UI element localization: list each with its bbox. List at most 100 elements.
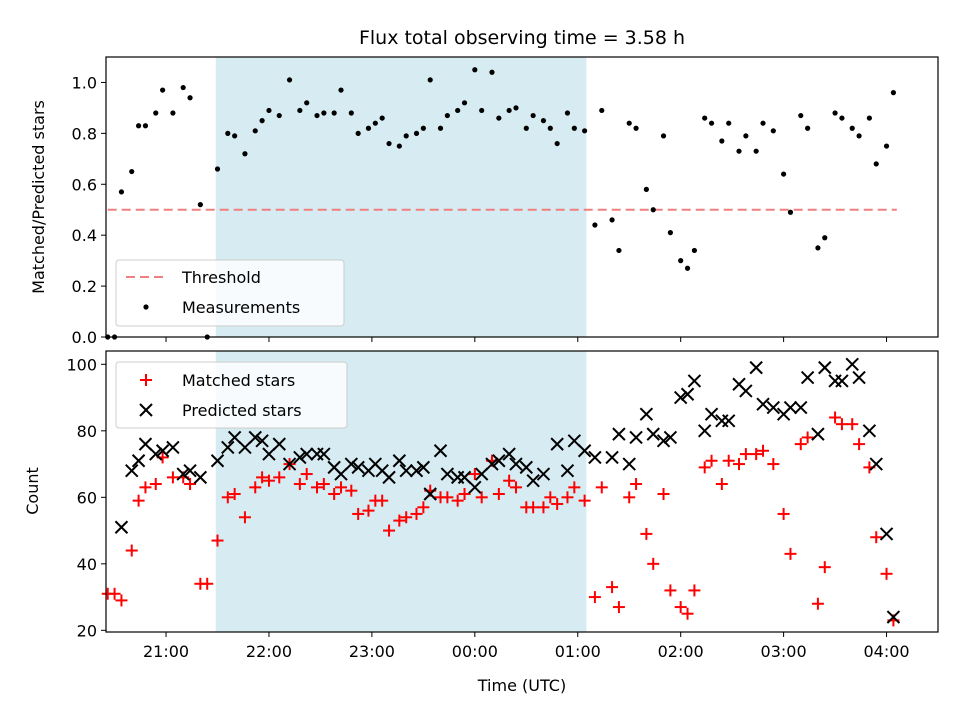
matched-star-point — [451, 494, 464, 507]
measurement-point — [856, 133, 862, 139]
predicted-star-point — [114, 520, 129, 534]
measurement-point — [547, 125, 553, 131]
matched-star-point — [228, 487, 241, 500]
x-tick-label: 02:00 — [658, 642, 704, 661]
ratio-legend: Threshold Measurements — [115, 259, 345, 327]
predicted-star-point — [248, 430, 262, 445]
legend-measurements-label: Measurements — [182, 298, 300, 317]
matched-star-point — [739, 448, 752, 461]
predicted-star-point — [739, 384, 753, 398]
measurement-point — [276, 112, 282, 119]
measurement-point — [153, 110, 159, 116]
matched-star-point — [441, 491, 454, 504]
x-tick-label: 22:00 — [246, 642, 292, 661]
predicted-star-point — [392, 454, 407, 468]
ratio-axes-frame — [105, 56, 939, 338]
matched-star-point — [201, 577, 214, 590]
count-legend: Matched stars Predicted stars — [115, 361, 348, 429]
matched-star-point — [238, 511, 251, 524]
predicted-star-point — [629, 430, 643, 445]
matched-star-point — [262, 474, 275, 487]
predicted-star-point — [577, 444, 592, 458]
measurement-point — [678, 258, 684, 264]
matched-star-point — [249, 481, 262, 494]
predicted-star-point — [193, 470, 208, 485]
matched-star-point — [458, 487, 471, 500]
predicted-star-point — [756, 397, 770, 411]
measurement-point — [348, 110, 354, 116]
predicted-star-point — [879, 527, 894, 541]
predicted-star-point — [622, 457, 636, 471]
measurement-point — [170, 110, 176, 116]
predicted-star-point — [183, 464, 197, 478]
matched-star-point — [376, 494, 389, 507]
measurement-point — [135, 123, 142, 129]
predicted-star-point — [255, 434, 269, 448]
matched-star-point — [410, 507, 423, 520]
matched-star-point — [835, 418, 848, 431]
predicted-star-point — [800, 370, 815, 385]
measurement-point — [437, 125, 444, 131]
count-axes-frame — [105, 350, 939, 633]
legend-matched-swatch — [140, 374, 152, 386]
matched-star-point — [125, 544, 138, 557]
measurement-point — [225, 130, 231, 136]
predicted-star-point — [639, 407, 654, 421]
predicted-star-point — [457, 470, 472, 485]
measurement-point — [599, 107, 605, 114]
ratio-legend-box — [115, 259, 345, 327]
measurement-point — [496, 115, 502, 121]
predicted-star-point — [485, 457, 499, 471]
predicted-star-point — [262, 447, 276, 461]
measurement-point — [523, 125, 529, 131]
legend-predicted-label: Predicted stars — [182, 401, 302, 420]
predicted-star-point — [210, 454, 225, 468]
measurement-point — [839, 115, 845, 121]
matched-star-point — [767, 458, 780, 471]
measurement-point — [798, 112, 804, 119]
measurement-point — [822, 235, 828, 241]
matched-star-point — [568, 481, 581, 494]
matched-star-point — [578, 494, 591, 507]
predicted-star-point — [238, 440, 252, 455]
predicted-star-point — [656, 434, 671, 448]
predicted-star-point — [749, 360, 763, 375]
matched-star-point — [383, 524, 396, 537]
predicted-star-point — [138, 437, 153, 451]
matched-star-point — [705, 454, 718, 467]
matched-star-point — [640, 527, 653, 540]
matched-star-point — [664, 584, 677, 597]
predicted-star-point — [317, 447, 331, 461]
measurement-point — [403, 133, 409, 139]
measurement-point — [355, 130, 361, 136]
measurement-point — [232, 133, 238, 139]
measurement-point — [582, 128, 588, 134]
predicted-star-point — [221, 440, 235, 455]
predicted-star-point — [282, 457, 297, 471]
measurement-point — [427, 77, 433, 83]
matched-star-point — [674, 601, 687, 614]
matched-star-point — [829, 411, 842, 424]
x-tick-label: 01:00 — [555, 642, 601, 661]
measurement-point — [770, 128, 776, 134]
legend-measurements-swatch — [143, 304, 149, 310]
matched-star-point — [681, 607, 694, 620]
measurement-point — [420, 125, 426, 131]
matched-star-point — [300, 468, 313, 481]
measurement-point — [365, 125, 372, 131]
matched-star-point — [623, 491, 636, 504]
measurement-point — [444, 112, 450, 119]
measurement-point — [633, 125, 639, 131]
matched-star-point — [818, 561, 831, 574]
ratio-y-tick-label: 0.0 — [72, 328, 97, 347]
measurement-point — [129, 168, 135, 175]
matched-star-point — [108, 587, 121, 600]
predicted-star-point — [492, 454, 506, 468]
measurement-point — [513, 105, 519, 111]
measurement-point — [805, 125, 811, 131]
matched-star-point — [132, 494, 145, 507]
count-legend-box — [115, 361, 348, 429]
measurement-point — [781, 171, 787, 177]
legend-predicted-swatch — [139, 403, 153, 417]
measurement-point — [883, 143, 890, 149]
